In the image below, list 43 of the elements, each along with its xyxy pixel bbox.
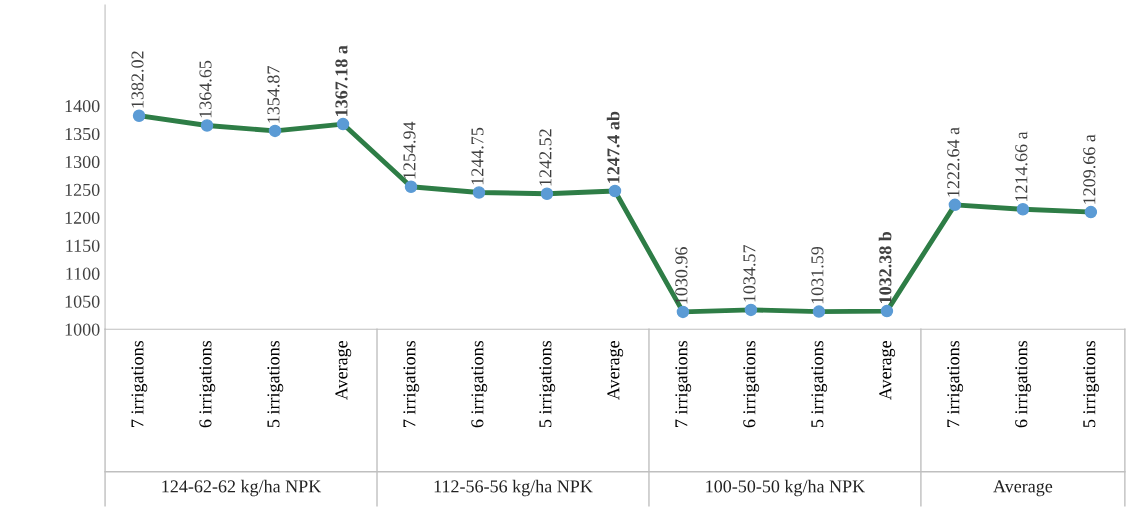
text: Average bbox=[993, 480, 1053, 497]
data-label: 1244.75 bbox=[471, 127, 484, 185]
data-label: 1247.4 ab bbox=[606, 111, 620, 183]
data-label: 1222.64 a bbox=[947, 127, 960, 197]
x-tick-label: 7 irrigations bbox=[947, 340, 964, 427]
text: 112-56-56 kg/ha NPK bbox=[434, 479, 593, 497]
y-tick-label: 1200 bbox=[65, 211, 100, 224]
data-label: 1354.87 bbox=[267, 66, 280, 123]
data-label: 1367.18 a bbox=[335, 45, 348, 116]
x-tick-label: 7 irrigations bbox=[131, 340, 148, 427]
data-label: 1032.38 b bbox=[878, 231, 892, 303]
x-tick-label: 5 irrigations bbox=[267, 340, 284, 428]
y-tick-label: 1400 bbox=[65, 99, 100, 113]
y-tick-label: 1350 bbox=[65, 127, 100, 141]
x-tick-label: Average bbox=[607, 340, 624, 400]
x-tick-label: 6 irrigations bbox=[1015, 340, 1032, 428]
y-tick-label: 1250 bbox=[65, 183, 100, 196]
x-tick-label: 5 irrigations bbox=[811, 340, 828, 428]
x-tick-label: Average bbox=[335, 340, 352, 400]
data-label: 1030.96 bbox=[675, 247, 688, 304]
x-tick-label: 6 irrigations bbox=[471, 340, 488, 428]
data-label: 1254.94 bbox=[403, 121, 416, 179]
text: 124-62-62 kg/ha NPK bbox=[162, 479, 322, 497]
x-tick-label: 6 irrigations bbox=[743, 340, 760, 428]
y-tick-label: 1100 bbox=[66, 267, 100, 280]
x-tick-label: 5 irrigations bbox=[539, 340, 556, 428]
data-label: 1214.66 a bbox=[1015, 131, 1028, 201]
data-label: 1364.65 bbox=[199, 60, 212, 118]
y-tick-label: 1050 bbox=[65, 295, 100, 308]
x-tick-label: 7 irrigations bbox=[675, 340, 692, 427]
y-tick-label: 1300 bbox=[65, 155, 100, 169]
x-tick-label: 5 irrigations bbox=[1083, 340, 1100, 428]
data-label: 1242.52 bbox=[539, 129, 552, 186]
y-tick-label: 1150 bbox=[66, 239, 100, 252]
data-label: 1209.66 a bbox=[1083, 134, 1096, 204]
data-label: 1031.59 bbox=[811, 246, 824, 304]
x-tick-label: 6 irrigations bbox=[199, 340, 216, 428]
data-label: 1034.57 bbox=[743, 245, 756, 302]
data-label: 1382.02 bbox=[131, 51, 144, 108]
x-tick-label: 7 irrigations bbox=[403, 340, 420, 427]
text: 100-50-50 kg/ha NPK bbox=[706, 479, 865, 497]
x-tick-label: Average bbox=[879, 340, 896, 400]
y-tick-label: 1000 bbox=[65, 323, 100, 336]
